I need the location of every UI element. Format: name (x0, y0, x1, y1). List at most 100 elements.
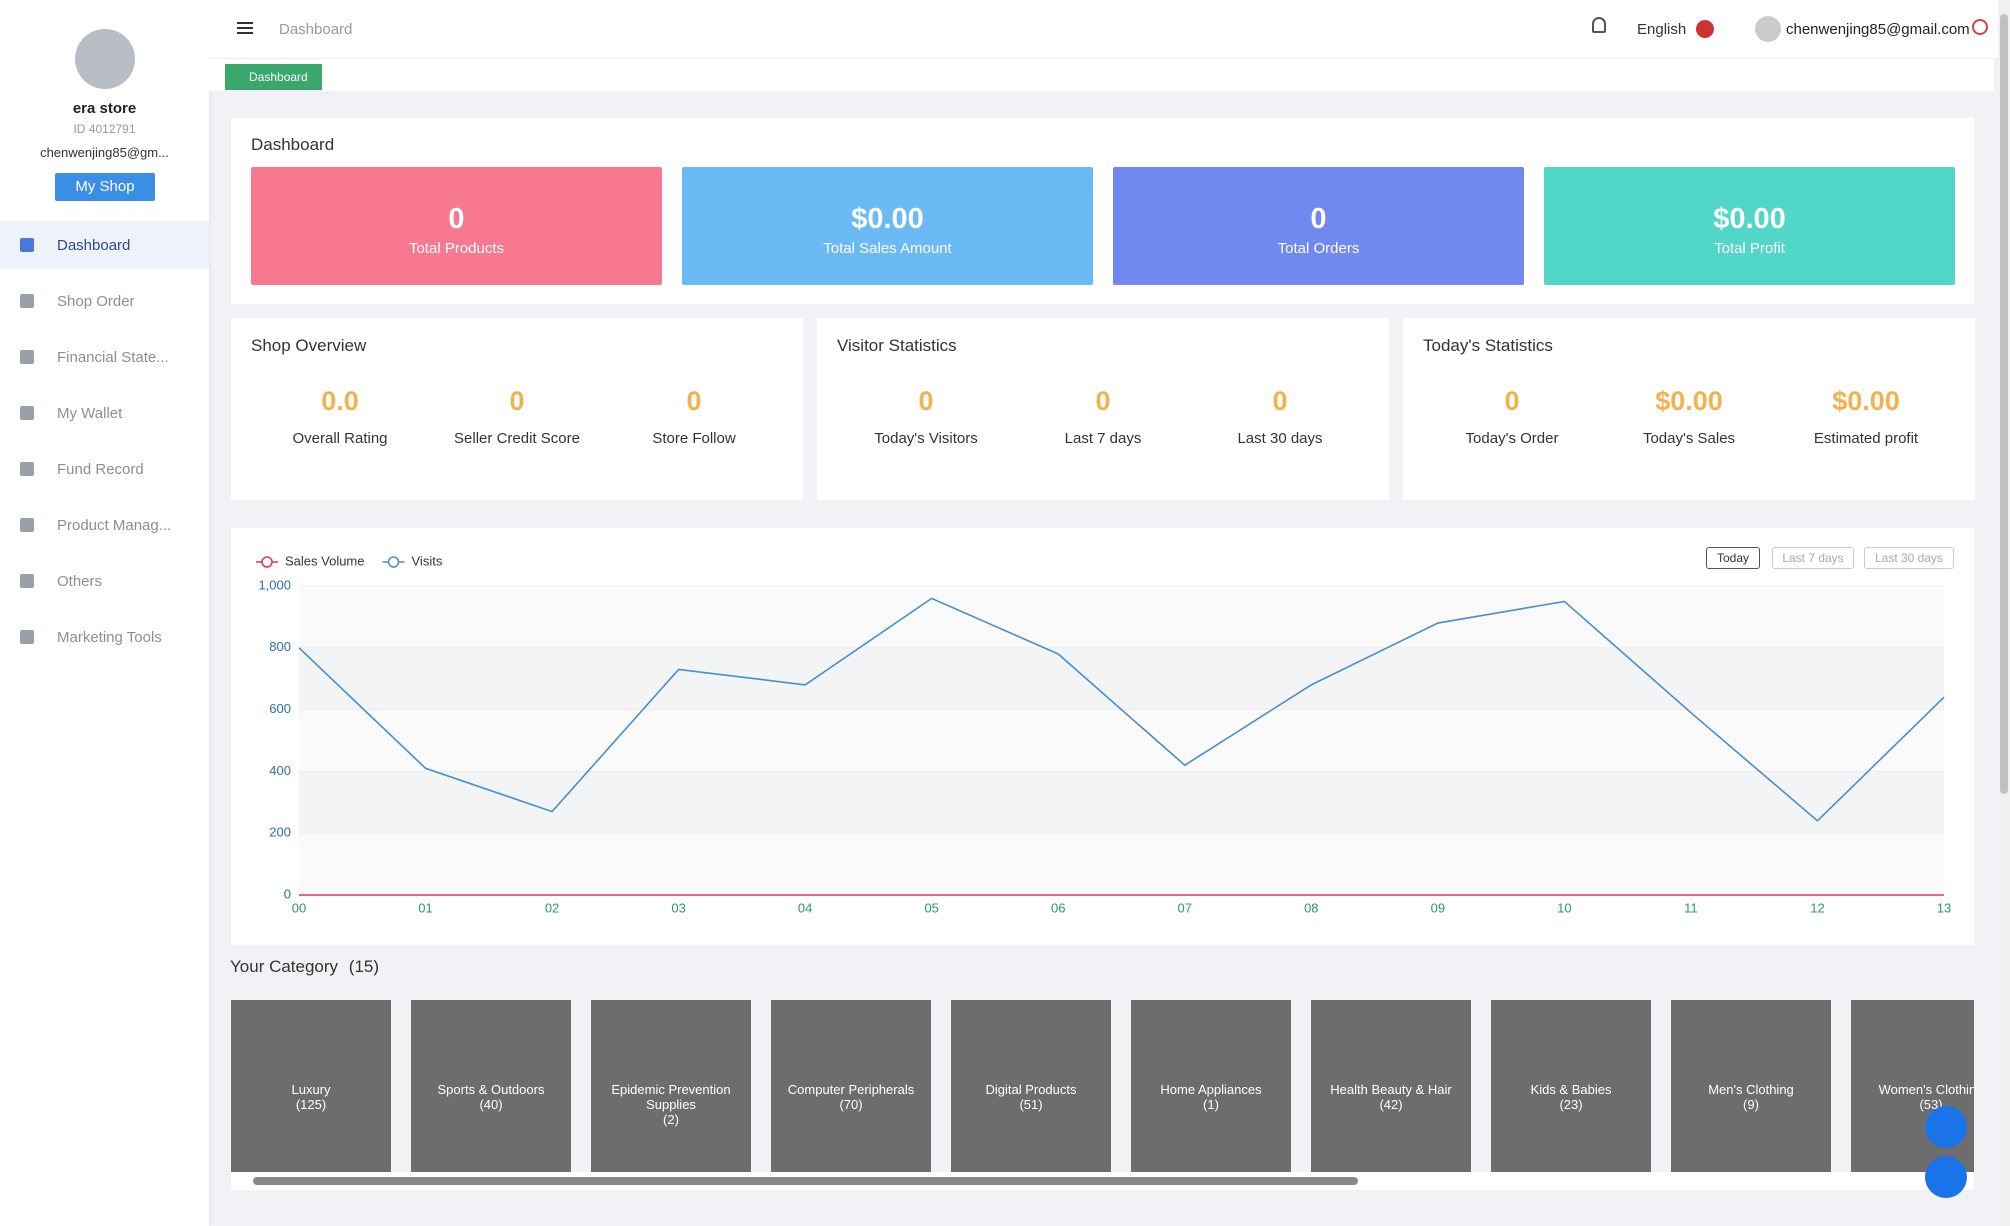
y-tick-label: 400 (269, 763, 291, 778)
menu-item[interactable]: Shop Order (0, 277, 209, 325)
logout-icon[interactable] (1972, 19, 1988, 35)
grid-band (299, 647, 1944, 710)
menu-icon (20, 574, 34, 588)
legend-marker (261, 556, 273, 568)
category-tile[interactable]: Epidemic Prevention Supplies (2) (591, 1000, 751, 1172)
overview-value: 0 (509, 386, 525, 416)
category-name: Luxury (291, 1082, 331, 1097)
menu-item[interactable]: Marketing Tools (0, 613, 209, 661)
category-count: (125) (295, 1097, 327, 1112)
x-tick-label: 03 (671, 900, 685, 915)
chart-panel: 0 200 400 600 800 1,000 00 01 02 03 04 05 06 07 08 09 10… (231, 528, 1974, 945)
stat-value: $0.00 (851, 203, 924, 235)
y-tick-label: 800 (269, 639, 291, 654)
category-count: (70) (839, 1097, 863, 1112)
menu-item[interactable]: Product Manag... (0, 501, 209, 549)
language[interactable]: English (1637, 21, 1687, 38)
menu-item[interactable]: Financial State... (0, 333, 209, 381)
stat-label: Total Products (408, 240, 505, 257)
series-line (298, 597, 1945, 822)
category-name: Epidemic Prevention Supplies (611, 1082, 731, 1112)
chart-range-button[interactable]: Last 7 days (1772, 547, 1854, 569)
chart-range-button[interactable]: Last 30 days (1864, 547, 1954, 569)
category-tile[interactable]: Computer Peripherals (70) (771, 1000, 931, 1172)
overview-value: 0 (918, 386, 934, 416)
category-count: (40) (479, 1097, 503, 1112)
legend-label: Sales Volume (285, 553, 365, 568)
notification-bell[interactable] (1592, 17, 1606, 33)
stat-card: $0.00 Total Sales Amount (682, 167, 1093, 285)
chart-range-button[interactable]: Today (1706, 547, 1760, 569)
stat-label: Total Sales Amount (823, 240, 952, 257)
category-tile[interactable]: Women's Clothing (53) (1851, 1000, 1974, 1172)
menu-icon (20, 630, 34, 644)
x-tick-label: 02 (545, 900, 559, 915)
menu-item[interactable]: Dashboard (0, 221, 209, 269)
category-count: (15) (348, 957, 380, 976)
x-tick-label: 00 (292, 900, 306, 915)
stat-card: 0 Total Orders (1113, 167, 1524, 285)
category-name: Computer Peripherals (787, 1082, 915, 1097)
menu-label: Financial State... (57, 348, 169, 366)
category-name: Kids & Babies (1530, 1082, 1612, 1097)
category-name: Sports & Outdoors (437, 1082, 545, 1097)
x-tick-label: 13 (1937, 900, 1951, 915)
menu-item[interactable]: My Wallet (0, 389, 209, 437)
y-tick-label: 1,000 (258, 577, 291, 592)
overview-label: Today's Sales (1642, 430, 1736, 447)
category-tile[interactable]: Digital Products (51) (951, 1000, 1111, 1172)
tab-bar: Dashboard (209, 59, 1994, 91)
overview-value: 0.0 (321, 386, 359, 416)
overview-panel: Visitor Statistics 0 Today's Visitors 0 Last… (817, 318, 1389, 500)
y-tick-label: 0 (284, 886, 291, 901)
stat-value: 0 (448, 203, 465, 235)
overview-value: 0 (1272, 386, 1288, 416)
stat-label: Total Profit (1714, 240, 1785, 257)
overview-label: Today's Visitors (874, 430, 978, 447)
category-count: (2) (663, 1112, 679, 1127)
stat-card: $0.00 Total Profit (1544, 167, 1955, 285)
category-name: Men's Clothing (1708, 1082, 1794, 1097)
category-tile[interactable]: Luxury (125) (231, 1000, 391, 1172)
chart: 0 200 400 600 800 1,000 00 01 02 03 04 05 06 07 08 09 10… (256, 553, 1951, 915)
category-name: Women's Clothing (1878, 1082, 1974, 1097)
menu-item[interactable]: Others (0, 557, 209, 605)
panel-title: Dashboard (251, 135, 335, 154)
category-tile[interactable]: Kids & Babies (23) (1491, 1000, 1651, 1172)
x-tick-label: 07 (1178, 900, 1192, 915)
menu-toggle[interactable] (237, 22, 253, 24)
menu-icon (20, 462, 34, 476)
legend-label: Visits (412, 553, 443, 568)
category-list: Luxury (125) Sports & Outdoors (40) Epidemic… (231, 1000, 1974, 1172)
x-tick-label: 10 (1557, 900, 1571, 915)
overview-title: Shop Overview (251, 336, 367, 355)
overview-value: 0 (686, 386, 702, 416)
x-tick-label: 12 (1810, 900, 1824, 915)
category-name: Health Beauty & Hair (1330, 1082, 1452, 1097)
category-tile[interactable]: Health Beauty & Hair (42) (1311, 1000, 1471, 1172)
menu-item[interactable]: Fund Record (0, 445, 209, 493)
stat-card: 0 Total Products (251, 167, 662, 285)
chat-button[interactable] (1925, 1106, 1967, 1148)
y-tick-label: 600 (269, 701, 291, 716)
category-tile[interactable]: Home Appliances (1) (1131, 1000, 1291, 1172)
my-shop-button[interactable]: My Shop (55, 173, 155, 201)
overview-label: Today's Order (1465, 430, 1559, 447)
category-tile[interactable]: Sports & Outdoors (40) (411, 1000, 571, 1172)
overview-label: Seller Credit Score (454, 430, 580, 447)
flag-icon (1696, 20, 1714, 38)
category-name: Home Appliances (1160, 1082, 1262, 1097)
category-title: Your Category (230, 957, 339, 976)
x-tick-label: 04 (798, 900, 812, 915)
tab[interactable]: Dashboard (225, 64, 322, 90)
category-tile[interactable]: Men's Clothing (9) (1671, 1000, 1831, 1172)
page-scroll-thumb[interactable] (2000, 14, 2008, 794)
stat-value: $0.00 (1713, 203, 1786, 235)
category-count: (42) (1379, 1097, 1403, 1112)
scroll-thumb[interactable] (253, 1177, 1358, 1185)
overview-label: Store Follow (652, 430, 736, 447)
user-email[interactable]: chenwenjing85@gmail.com (1786, 21, 1970, 38)
stat-value: 0 (1310, 203, 1327, 235)
support-button[interactable] (1925, 1156, 1967, 1198)
